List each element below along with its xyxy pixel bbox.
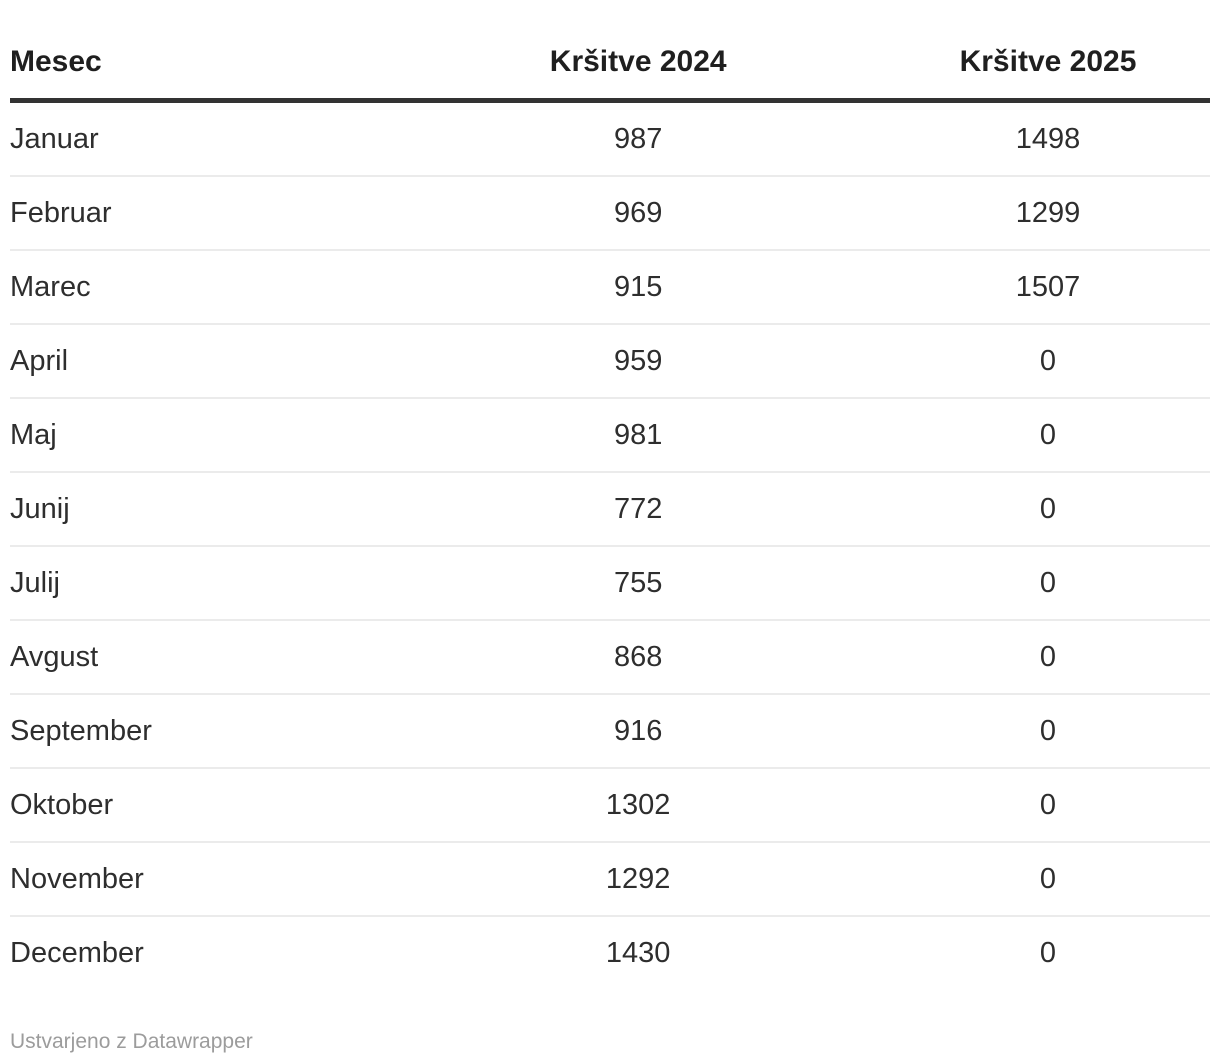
header-row: Mesec Kršitve 2024 Kršitve 2025 [10,30,1210,103]
cell-value: 0 [885,324,1210,399]
cell-value: 0 [885,694,1210,769]
cell-value: 0 [885,620,1210,695]
cell-value: 0 [885,768,1210,843]
cell-value: 1430 [605,937,671,969]
table-row: November 1292 0 [10,842,1210,917]
table-row: Januar 987 1498 [10,100,1210,177]
cell-value: 0 [885,398,1210,473]
table-row: Maj 981 0 [10,398,1210,473]
cell-month: Marec [10,250,391,325]
cell-month: December [10,937,144,969]
cell-month: Avgust [10,620,391,695]
cell-value: 959 [390,324,886,399]
attribution-footer: Ustvarjeno z Datawrapper [10,1029,1210,1055]
cell-value: 1498 [885,100,1210,177]
cell-month: Julij [10,546,391,621]
table-row: Marec 915 1507 [10,250,1210,325]
cell-month: Januar [10,100,391,177]
table-row: December 1430 0 [10,916,1210,989]
cell-value: 915 [390,250,886,325]
table-row: September 916 0 [10,694,1210,769]
cell-value: 981 [390,398,886,473]
table-row: April 959 0 [10,324,1210,399]
table-header: Mesec Kršitve 2024 Kršitve 2025 [10,30,1210,103]
cell-value: 1302 [390,768,886,843]
cell-month: November [10,842,391,917]
cell-month: Februar [10,176,391,251]
cell-month: Maj [10,398,391,473]
cell-value: 1299 [885,176,1210,251]
table-row: Julij 755 0 [10,546,1210,621]
cell-value: 916 [390,694,886,769]
table-body: Januar 987 1498 Februar 969 1299 Marec 915 1507 A… [10,100,1210,990]
cell-value: 868 [390,620,886,695]
cell-value: 987 [390,100,886,177]
data-table: Mesec Kršitve 2024 Kršitve 2025 Januar 98… [10,30,1210,989]
cell-value: 755 [390,546,886,621]
column-header-mesec: Mesec [10,30,391,103]
table-row: Junij 772 0 [10,472,1210,547]
table-row: Oktober 1302 0 [10,768,1210,843]
cell-month: April [10,324,391,399]
cell-value: 0 [885,546,1210,621]
table-row: Avgust 868 0 [10,620,1210,695]
column-header-krsitve-2025: Kršitve 2025 [885,30,1210,103]
cell-month: Oktober [10,768,391,843]
cell-value: 0 [885,842,1210,917]
cell-value: 1292 [390,842,886,917]
cell-value: 969 [390,176,886,251]
column-header-krsitve-2024: Kršitve 2024 [390,30,886,103]
cell-value: 1507 [885,250,1210,325]
cell-value: 0 [885,472,1210,547]
cell-month: September [10,694,391,769]
cell-value: 772 [390,472,886,547]
table-row: Februar 969 1299 [10,176,1210,251]
datawrapper-attribution-link[interactable]: Ustvarjeno z Datawrapper [10,1030,253,1053]
cell-month: Junij [10,472,391,547]
cell-value: 0 [1039,937,1057,969]
